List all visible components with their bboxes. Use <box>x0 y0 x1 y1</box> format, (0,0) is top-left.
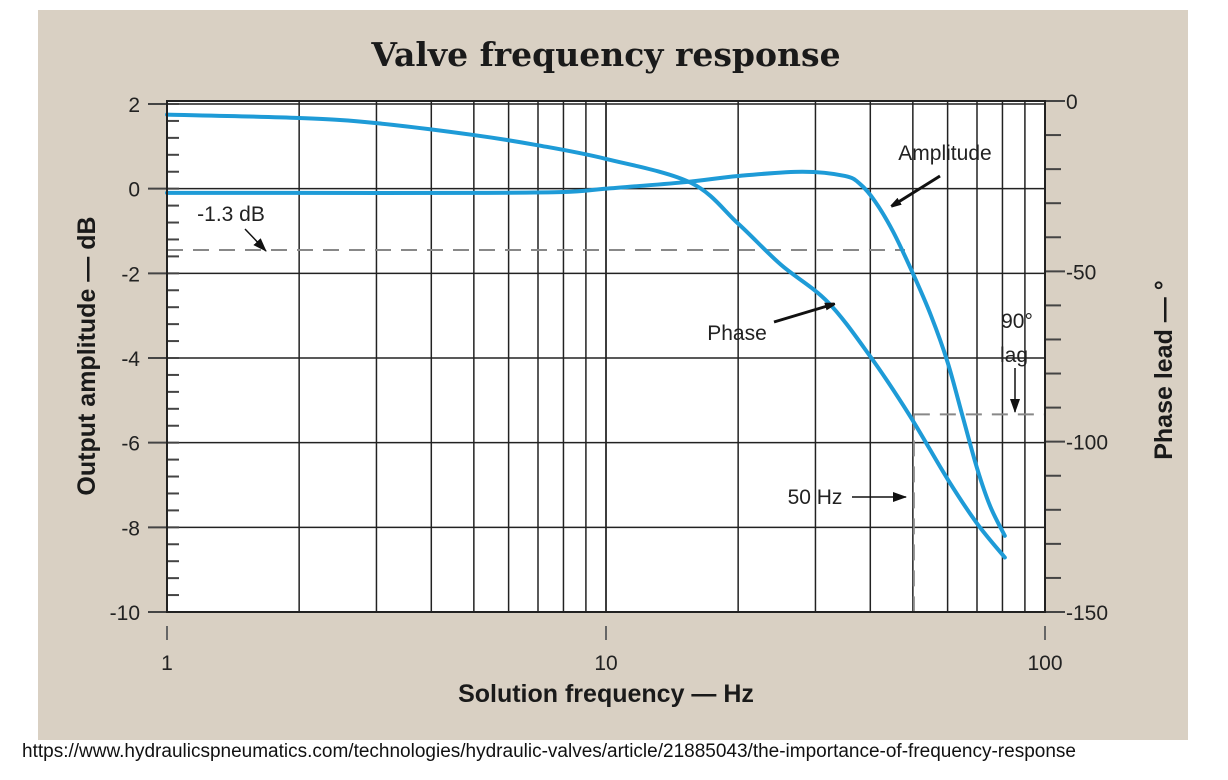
reference-lines <box>167 249 1045 612</box>
annotations: Amplitude Phase -1.3 dB 90° lag 50 Hz <box>197 142 1033 509</box>
amplitude-arrow <box>892 174 941 206</box>
y2-axis-label: Phase lead — ° <box>1150 280 1178 460</box>
x-tick-label: 1 <box>161 652 173 675</box>
y-tick-label: -2 <box>121 263 140 286</box>
y2-tick-label: -50 <box>1066 261 1096 284</box>
db-annotation: -1.3 dB <box>197 203 265 226</box>
y2-tick-label: 0 <box>1066 91 1078 114</box>
y-tick-label: 2 <box>128 94 140 117</box>
lag-annotation-deg: 90° <box>1001 310 1033 333</box>
chart-title: Valve frequency response <box>370 35 840 74</box>
plot-frame <box>166 100 1046 613</box>
y2-tick-label: -150 <box>1066 602 1108 625</box>
amplitude-annotation: Amplitude <box>898 142 991 165</box>
amplitude-line <box>165 169 1007 538</box>
lag-annotation-text: lag <box>1000 344 1028 367</box>
axis-ticks <box>148 100 1065 640</box>
y2-tick-label: -100 <box>1066 432 1108 455</box>
phase-arrow <box>773 302 834 324</box>
phase-line <box>165 112 1007 560</box>
source-url: https://www.hydraulicspneumatics.com/tec… <box>22 741 1076 762</box>
y-tick-label: -6 <box>121 433 140 456</box>
x-tick-label: 100 <box>1027 652 1062 675</box>
x-tick-label: 10 <box>594 652 617 675</box>
y-tick-label: -4 <box>121 348 140 371</box>
series-lines <box>165 112 1007 560</box>
db-arrow <box>244 228 267 252</box>
hz-annotation: 50 Hz <box>788 486 843 509</box>
phase-annotation: Phase <box>707 322 767 345</box>
y-tick-label: -10 <box>110 602 140 625</box>
grid <box>166 101 1046 613</box>
y-axis-label: Output amplitude — dB <box>73 216 101 495</box>
x-axis-label: Solution frequency — Hz <box>458 680 754 708</box>
y-tick-label: -8 <box>121 517 140 540</box>
y-tick-label: 0 <box>128 179 140 202</box>
